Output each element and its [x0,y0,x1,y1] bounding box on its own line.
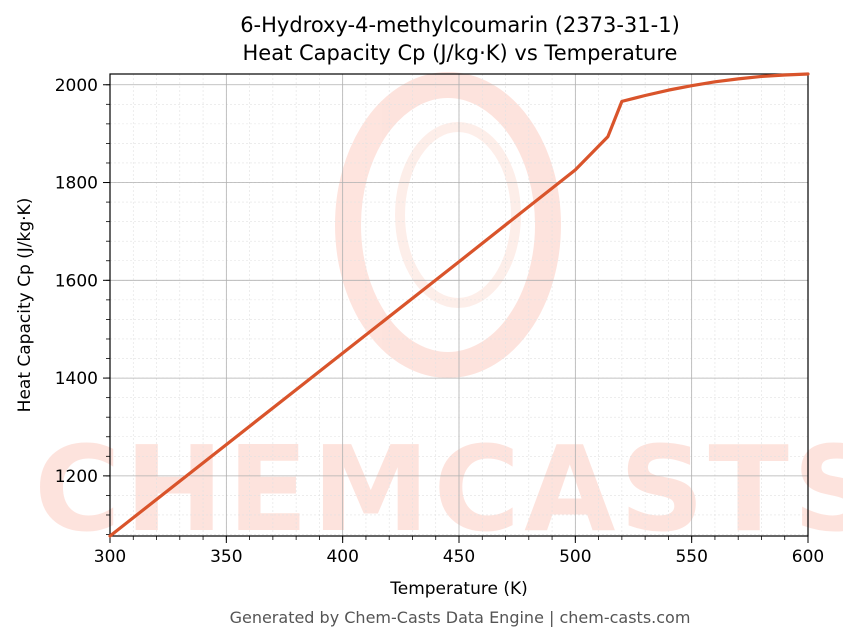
x-axis-label: Temperature (K) [389,579,528,599]
x-tick-label: 350 [210,547,242,567]
x-tick-label: 600 [792,547,824,567]
x-tick-label: 300 [94,547,126,567]
chart-title: 6-Hydroxy-4-methylcoumarin (2373-31-1) [240,13,680,37]
chart-subtitle: Heat Capacity Cp (J/kg·K) vs Temperature [242,41,678,65]
watermark-text: CHEMCASTS [34,420,843,558]
y-tick-label: 1600 [55,271,98,291]
x-tick-label: 550 [675,547,707,567]
y-axis-label: Heat Capacity Cp (J/kg·K) [15,198,35,413]
y-tick-label: 1200 [55,467,98,487]
y-tick-label: 1400 [55,369,98,389]
x-tick-label: 400 [326,547,358,567]
y-tick-label: 1800 [55,174,98,194]
y-tick-label: 2000 [55,76,98,96]
series-line [108,72,810,538]
x-tick-label: 500 [559,547,591,567]
x-tick-label: 450 [443,547,475,567]
chemcasts-watermark-logo: CHEMCASTS [34,72,843,558]
footer-credit: Generated by Chem-Casts Data Engine | ch… [229,608,691,627]
